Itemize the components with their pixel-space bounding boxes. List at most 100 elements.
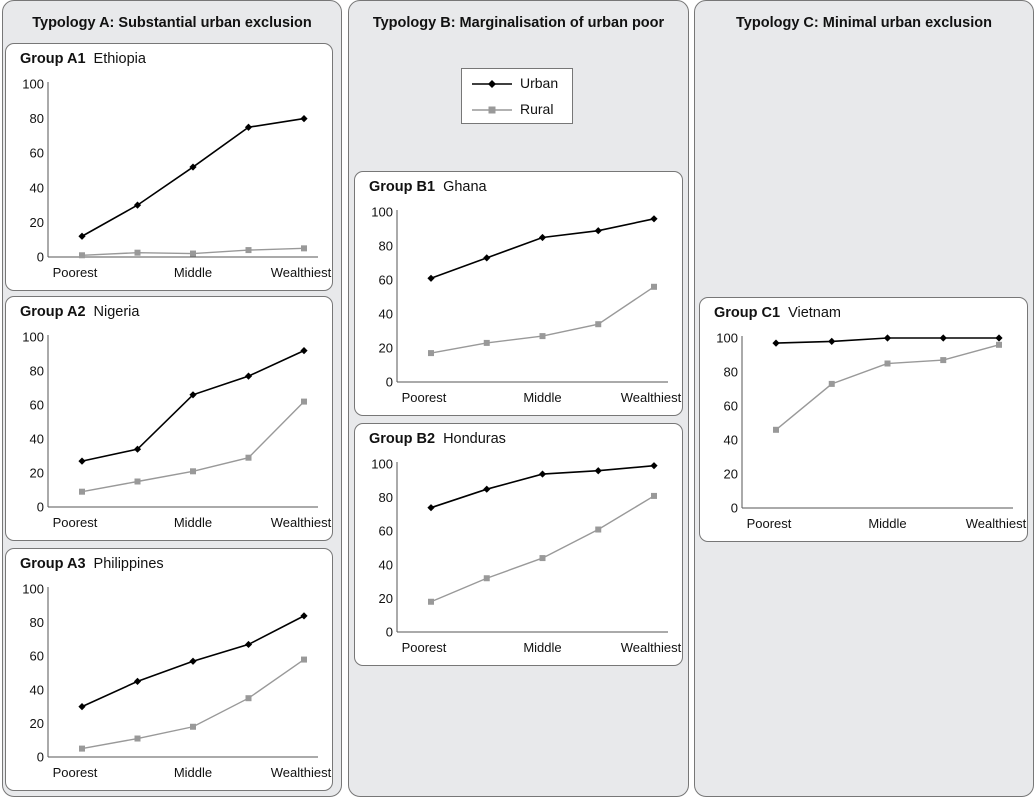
typology-b-title: Typology B: Marginalisation of urban poo… — [372, 15, 665, 31]
typology-c-title: Typology C: Minimal urban exclusion — [736, 15, 992, 31]
chart-panel-a2: Group A2 Nigeria 0 20 40 60 80 100 Poorest Middl… — [5, 296, 333, 541]
x-tick-label: Poorest — [402, 640, 447, 655]
y-tick-label: 60 — [379, 524, 393, 539]
urban-data-point — [244, 640, 253, 649]
y-tick-label: 0 — [37, 250, 44, 265]
rural-data-point — [134, 249, 141, 256]
y-tick-label: 20 — [379, 341, 393, 356]
rural-data-point — [651, 283, 657, 290]
urban-data-point — [244, 372, 253, 380]
rural-data-point — [301, 656, 307, 663]
urban-data-point — [538, 233, 547, 242]
y-tick-label: 100 — [22, 582, 44, 597]
urban-data-point — [427, 504, 435, 512]
x-tick-label: Middle — [523, 640, 561, 655]
urban-data-point — [995, 334, 1003, 342]
urban-data-point — [78, 232, 86, 240]
rural-series-line — [775, 344, 1000, 431]
chart-a1: 0 20 40 60 80 100 Poorest Middle Wealthiest — [22, 77, 331, 281]
rural-data-point — [79, 488, 85, 495]
y-tick-label: 80 — [30, 615, 44, 630]
rural-data-point — [79, 252, 85, 259]
chart-panel-a3: Group A3 Philippines 0 20 40 60 80 100 Poorest M… — [5, 548, 333, 791]
group-label: Group C1 — [714, 305, 781, 321]
chart-panel-b1: Group B1 Ghana 0 20 40 60 80 100 Poorest Middle W… — [354, 171, 683, 416]
urban-data-point — [133, 677, 142, 685]
y-tick-label: 40 — [30, 682, 44, 697]
urban-series-line — [81, 117, 305, 237]
y-tick-label: 0 — [37, 500, 44, 515]
rural-data-point — [428, 350, 434, 357]
x-tick-label: Middle — [174, 265, 212, 280]
rural-data-point — [134, 478, 141, 485]
urban-data-point — [133, 201, 142, 209]
chart-a3: 0 20 40 60 80 100 Poorest Middle Wealthiest — [22, 582, 331, 781]
x-tick-label: Poorest — [53, 515, 98, 530]
country-label: Ghana — [443, 179, 487, 195]
rural-data-point — [483, 339, 490, 346]
rural-data-point — [483, 575, 490, 582]
group-label: Group B1 — [369, 179, 436, 195]
group-label: Group B2 — [369, 431, 436, 447]
rural-data-point — [190, 250, 196, 257]
urban-data-point — [650, 215, 658, 223]
rural-data-point — [773, 426, 779, 433]
urban-data-point — [772, 339, 780, 347]
chart-panel-a1: Group A1 Ethiopia 0 20 40 60 80 100 Poorest Midd… — [5, 43, 333, 291]
y-tick-label: 20 — [30, 215, 44, 230]
y-tick-label: 80 — [724, 365, 738, 380]
rural-series-line — [430, 495, 655, 603]
urban-data-point — [828, 337, 836, 345]
urban-data-point — [427, 274, 435, 282]
y-tick-label: 80 — [30, 364, 44, 379]
urban-data-point — [300, 347, 308, 355]
y-tick-label: 0 — [386, 625, 393, 640]
urban-data-point — [78, 457, 86, 465]
y-tick-label: 20 — [30, 466, 44, 481]
urban-data-point — [133, 445, 142, 453]
country-label: Vietnam — [788, 305, 841, 321]
urban-data-point — [300, 115, 308, 123]
legend-rural-swatch — [472, 106, 512, 114]
rural-data-point — [190, 468, 196, 475]
y-tick-label: 60 — [30, 649, 44, 664]
urban-data-point — [650, 462, 658, 470]
x-tick-label: Middle — [174, 765, 212, 780]
x-tick-label: Poorest — [53, 765, 98, 780]
y-tick-label: 100 — [22, 330, 44, 345]
rural-series-line — [430, 286, 655, 354]
x-tick-label: Poorest — [747, 516, 792, 531]
urban-data-point — [594, 467, 602, 475]
x-tick-label: Wealthiest — [271, 515, 332, 530]
rural-data-point — [539, 555, 546, 562]
rural-data-point — [245, 247, 252, 254]
urban-data-point — [939, 334, 947, 342]
legend-urban-label: Urban — [520, 75, 559, 91]
urban-data-point — [78, 703, 86, 711]
rural-data-point — [651, 492, 657, 499]
y-tick-label: 100 — [371, 457, 393, 472]
y-tick-label: 20 — [379, 591, 393, 606]
rural-data-point — [539, 333, 546, 340]
x-tick-label: Middle — [174, 515, 212, 530]
rural-data-point — [996, 341, 1002, 348]
urban-data-point — [538, 470, 547, 478]
x-tick-label: Wealthiest — [621, 640, 682, 655]
y-tick-label: 60 — [379, 273, 393, 288]
rural-data-point — [428, 598, 434, 605]
rural-data-point — [595, 321, 602, 328]
chart-a2: 0 20 40 60 80 100 Poorest Middle Wealthiest — [22, 330, 332, 531]
chart-b1: 0 20 40 60 80 100 Poorest Middle Wealthiest — [371, 205, 681, 406]
y-tick-label: 40 — [724, 433, 738, 448]
y-tick-label: 100 — [22, 77, 44, 92]
group-label: Group A1 — [20, 51, 86, 67]
country-label: Ethiopia — [93, 51, 146, 67]
rural-data-point — [190, 723, 196, 730]
y-tick-label: 40 — [30, 432, 44, 447]
y-tick-label: 40 — [30, 180, 44, 195]
urban-data-point — [483, 485, 491, 493]
legend-urban-swatch — [472, 80, 512, 88]
country-label: Nigeria — [93, 304, 140, 320]
y-tick-label: 60 — [724, 399, 738, 414]
y-tick-label: 20 — [30, 716, 44, 731]
